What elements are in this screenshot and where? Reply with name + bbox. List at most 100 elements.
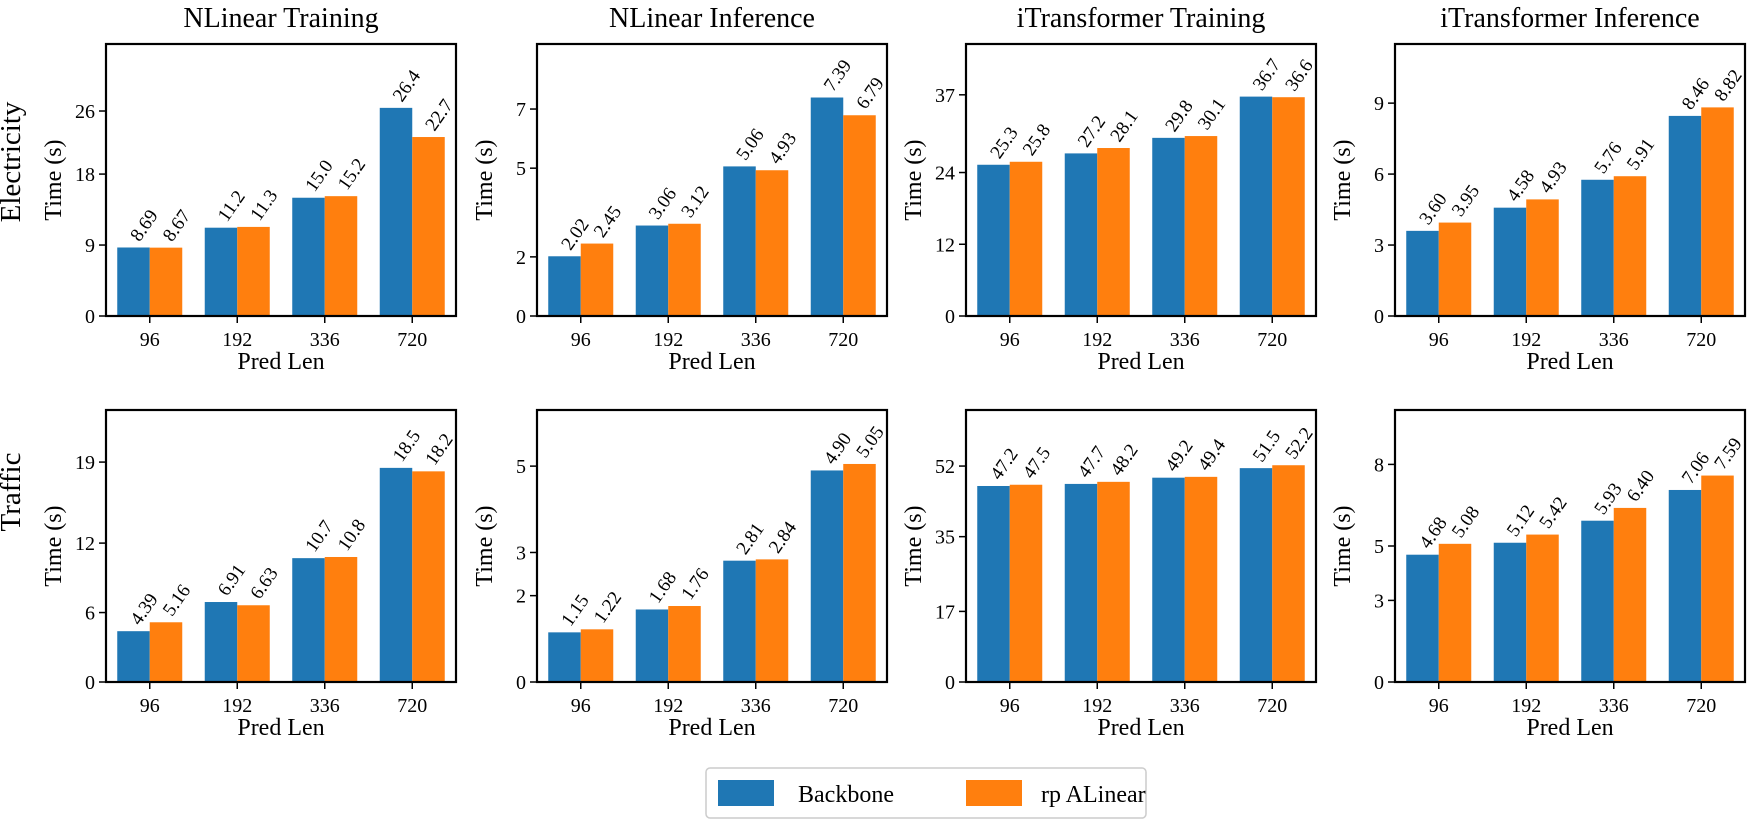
data-label-rp-alinear-336: 10.8 — [334, 516, 370, 555]
axes-frame — [964, 408, 1318, 684]
x-tick-label: 192 — [222, 695, 252, 717]
bar-backbone-96 — [1406, 554, 1439, 682]
data-label-backbone-336: 5.06 — [732, 125, 768, 164]
data-label-rp-alinear-192: 11.3 — [246, 186, 282, 225]
y-tick-label: 12 — [935, 234, 955, 256]
x-tick-label: 336 — [741, 329, 771, 351]
x-axis-label: Pred Len — [1526, 349, 1613, 375]
data-label-backbone-96: 8.69 — [126, 206, 162, 245]
x-tick-label: 720 — [828, 695, 858, 717]
bar-rp-alinear-720 — [1701, 475, 1734, 682]
bar-rp-alinear-192 — [668, 223, 701, 316]
bar-backbone-720 — [810, 97, 844, 316]
panel-title: iTransformer Training — [1017, 3, 1266, 34]
y-tick-label: 5 — [516, 456, 526, 478]
bar-rp-alinear-96 — [1009, 161, 1043, 316]
bar-rp-alinear-192 — [1526, 534, 1559, 682]
bar-rp-alinear-192 — [1097, 148, 1130, 316]
data-label-rp-alinear-720: 18.2 — [421, 430, 457, 469]
panel-1: NLinear Training 8.69 11.2 15.0 26.4 8.67 11.3… — [41, 3, 458, 375]
bar-rp-alinear-192 — [668, 606, 701, 682]
data-label-rp-alinear-96: 5.08 — [1448, 502, 1484, 541]
legend-box — [705, 767, 1147, 819]
x-tick-label: 96 — [140, 695, 160, 717]
bar-backbone-336 — [292, 558, 325, 682]
bar-backbone-720 — [379, 107, 413, 316]
axes-frame — [104, 408, 458, 684]
axes-frame — [535, 408, 889, 684]
bar-backbone-720 — [1239, 96, 1273, 316]
data-label-rp-alinear-96: 8.67 — [159, 206, 195, 245]
y-tick-label: 3 — [516, 542, 526, 564]
y-tick-label: 18 — [75, 164, 95, 186]
data-label-rp-alinear-192: 6.63 — [246, 564, 282, 603]
y-axis-label: Time (s) — [472, 139, 498, 220]
data-label-backbone-336: 10.7 — [301, 517, 337, 556]
panel-7: 47.2 47.7 49.2 51.5 47.5 48.2 49.4 52.2 0 17 35 52 9… — [901, 408, 1318, 741]
y-axis-label: Time (s) — [1330, 139, 1356, 220]
bar-rp-alinear-336 — [1613, 507, 1647, 682]
y-tick-label: 6 — [85, 603, 95, 625]
bar-rp-alinear-720 — [843, 463, 876, 682]
row-label-traffic: Traffic — [0, 453, 27, 532]
bar-backbone-336 — [1581, 179, 1614, 316]
bar-backbone-720 — [379, 467, 413, 682]
data-label-backbone-192: 47.7 — [1074, 443, 1110, 482]
bar-backbone-192 — [1064, 483, 1098, 682]
axes-frame — [964, 42, 1318, 318]
y-tick-label: 17 — [935, 601, 955, 623]
y-tick-label: 0 — [945, 672, 955, 694]
x-tick-label: 336 — [1170, 695, 1200, 717]
legend-label-backbone: Backbone — [798, 782, 894, 808]
data-label-backbone-96: 47.2 — [986, 445, 1022, 484]
bar-backbone-336 — [723, 560, 756, 682]
x-axis-label: Pred Len — [1097, 715, 1184, 741]
y-tick-label: 5 — [1374, 536, 1384, 558]
y-tick-label: 0 — [85, 306, 95, 328]
bar-rp-alinear-336 — [1613, 176, 1647, 316]
data-label-rp-alinear-336: 6.40 — [1623, 467, 1659, 506]
bar-backbone-96 — [977, 485, 1010, 682]
panel-3: iTransformer Training 25.3 27.2 29.8 36.7 25.… — [901, 3, 1318, 375]
x-tick-label: 336 — [1599, 695, 1629, 717]
data-label-backbone-192: 27.2 — [1074, 112, 1110, 151]
y-tick-label: 37 — [935, 85, 955, 107]
panel-title: NLinear Inference — [609, 3, 815, 34]
bar-rp-alinear-336 — [324, 556, 358, 682]
data-label-rp-alinear-720: 8.82 — [1710, 66, 1746, 105]
bar-rp-alinear-192 — [237, 226, 270, 316]
data-label-rp-alinear-720: 36.6 — [1281, 56, 1317, 95]
x-tick-label: 336 — [310, 329, 340, 351]
x-axis-label: Pred Len — [1526, 715, 1613, 741]
bar-backbone-192 — [204, 227, 238, 316]
bar-backbone-192 — [635, 225, 669, 316]
bar-backbone-336 — [1152, 477, 1185, 682]
bar-rp-alinear-96 — [1438, 543, 1472, 682]
chart-panels: NLinear Training 8.69 11.2 15.0 26.4 8.67 11.3… — [41, 3, 1747, 741]
data-label-rp-alinear-96: 5.16 — [159, 581, 195, 620]
x-tick-label: 336 — [1599, 329, 1629, 351]
x-tick-label: 336 — [1170, 329, 1200, 351]
y-tick-label: 0 — [1374, 672, 1384, 694]
data-label-rp-alinear-336: 4.93 — [765, 129, 801, 168]
data-label-rp-alinear-336: 49.4 — [1194, 435, 1231, 475]
bar-backbone-192 — [1493, 207, 1527, 316]
x-tick-label: 192 — [1511, 695, 1541, 717]
x-tick-label: 720 — [397, 695, 427, 717]
data-label-rp-alinear-96: 1.22 — [590, 588, 626, 627]
x-tick-label: 720 — [1257, 329, 1287, 351]
y-tick-label: 3 — [1374, 590, 1384, 612]
bar-rp-alinear-192 — [1097, 481, 1130, 682]
bar-rp-alinear-720 — [843, 115, 876, 317]
x-tick-label: 96 — [140, 329, 160, 351]
bar-rp-alinear-336 — [755, 559, 789, 682]
x-tick-label: 720 — [1257, 695, 1287, 717]
data-label-rp-alinear-336: 2.84 — [765, 518, 802, 558]
y-tick-label: 0 — [516, 306, 526, 328]
y-tick-label: 5 — [516, 158, 526, 180]
bar-backbone-192 — [1493, 542, 1527, 682]
x-tick-label: 192 — [653, 695, 683, 717]
panel-title: iTransformer Inference — [1440, 3, 1699, 34]
